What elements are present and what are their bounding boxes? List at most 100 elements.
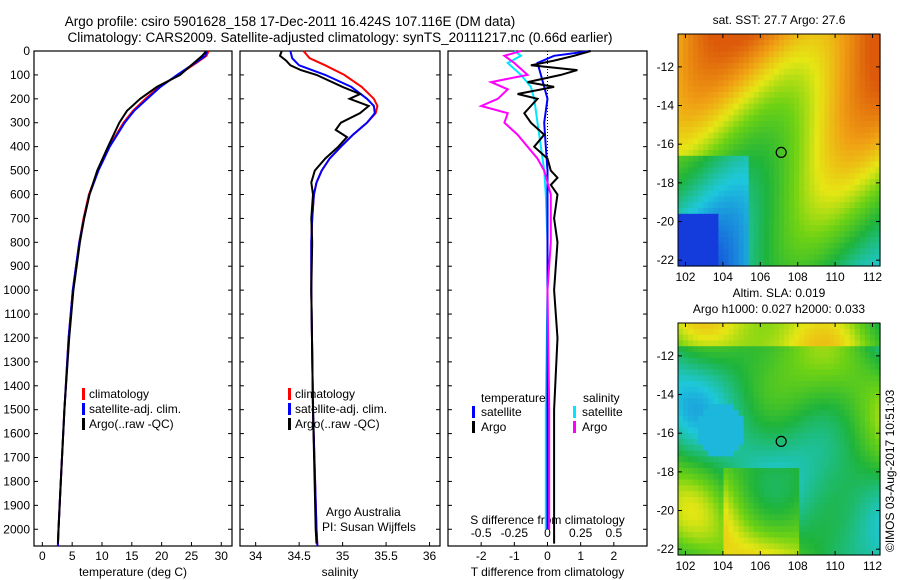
- map-cell: [703, 543, 709, 550]
- map-cell: [743, 456, 750, 463]
- map-cell: [698, 155, 704, 163]
- map-cell: [869, 531, 876, 539]
- map-cell: [849, 369, 856, 376]
- map-cell: [774, 421, 780, 428]
- map-cell: [839, 462, 846, 469]
- map-cell: [819, 473, 826, 481]
- map-cell: [789, 254, 795, 261]
- map-cell: [859, 404, 866, 411]
- map-cell: [718, 144, 725, 151]
- map-cell: [703, 144, 709, 151]
- map-cell: [723, 34, 730, 41]
- map-cell: [688, 531, 694, 539]
- map-cell: [864, 103, 871, 110]
- map-cell: [804, 68, 810, 76]
- map-cell: [809, 260, 815, 267]
- map-cell: [814, 363, 821, 370]
- map-cell: [698, 468, 704, 475]
- map-cell: [718, 190, 725, 197]
- map-cell: [774, 468, 780, 475]
- map-cell: [728, 398, 735, 405]
- map-cell: [819, 456, 826, 463]
- map-cell: [728, 502, 735, 510]
- map-cell: [708, 219, 714, 226]
- map-cell: [708, 167, 714, 174]
- map-cell: [809, 45, 815, 52]
- map-cell: [834, 375, 841, 382]
- map-cell: [718, 86, 725, 93]
- map-cell: [713, 167, 720, 174]
- map-cell: [844, 340, 851, 347]
- map-cell: [864, 508, 871, 515]
- legend-label: Argo: [582, 420, 608, 434]
- map-cell: [839, 80, 846, 87]
- map-cell: [708, 485, 714, 492]
- series-line-satellite-adj-clim-: [289, 50, 376, 547]
- map-cell: [854, 404, 861, 411]
- map-cell: [809, 231, 815, 238]
- y-tick-label: 1900: [3, 498, 30, 512]
- map-cell: [844, 219, 851, 226]
- map-cell: [849, 237, 856, 244]
- map-cell: [703, 444, 709, 452]
- map-cell: [809, 144, 815, 151]
- map-cell: [834, 497, 841, 504]
- map-cell: [774, 386, 780, 394]
- map-cell: [708, 86, 714, 93]
- map-cell: [819, 74, 826, 81]
- map-cell: [753, 68, 760, 76]
- map-cell: [698, 479, 704, 486]
- map-cell: [834, 167, 841, 174]
- y-tick-label: -20: [657, 215, 675, 229]
- map-cell: [733, 103, 740, 110]
- map-cell: [875, 334, 881, 341]
- map-cell: [819, 34, 826, 41]
- map-cell: [864, 334, 871, 341]
- map-cell: [799, 497, 805, 504]
- map-cell: [768, 473, 775, 481]
- map-cell: [713, 375, 720, 382]
- map-cell: [693, 179, 699, 186]
- map-cell: [698, 520, 704, 527]
- map-cell: [875, 404, 881, 411]
- map-cell: [864, 167, 871, 174]
- map-cell: [844, 34, 851, 41]
- map-cell: [728, 57, 735, 64]
- map-cell: [703, 126, 709, 134]
- map-cell: [859, 242, 866, 250]
- map-cell: [728, 45, 735, 52]
- map-cell: [854, 86, 861, 93]
- map-cell: [875, 45, 881, 52]
- map-cell: [854, 340, 861, 347]
- map-cell: [794, 173, 800, 180]
- map-cell: [678, 497, 684, 504]
- map-cell: [804, 121, 810, 128]
- map-cell: [743, 121, 750, 128]
- map-cell: [753, 520, 760, 527]
- title-line-1: Argo profile: csiro 5901628_158 17-Dec-2…: [65, 14, 516, 29]
- map-cell: [864, 219, 871, 226]
- map-cell: [794, 497, 800, 504]
- map-cell: [834, 526, 841, 533]
- map-cell: [779, 485, 785, 492]
- map-cell: [683, 219, 689, 226]
- map-cell: [693, 386, 699, 394]
- map-cell: [789, 138, 795, 145]
- map-cell: [693, 323, 699, 330]
- map-cell: [864, 491, 871, 498]
- series-line-s-argo: [478, 50, 552, 530]
- map-cell: [824, 97, 831, 105]
- map-cell: [693, 531, 699, 539]
- map-cell: [864, 190, 871, 197]
- map-cell: [854, 190, 861, 197]
- map-cell: [723, 543, 730, 550]
- map-cell: [693, 520, 699, 527]
- map-cell: [859, 381, 866, 388]
- map-cell: [738, 39, 745, 47]
- map-cell: [869, 150, 876, 157]
- map-cell: [859, 260, 866, 267]
- map-cell: [708, 74, 714, 81]
- map-cell: [799, 514, 805, 521]
- x-tick-label: 104: [713, 559, 733, 573]
